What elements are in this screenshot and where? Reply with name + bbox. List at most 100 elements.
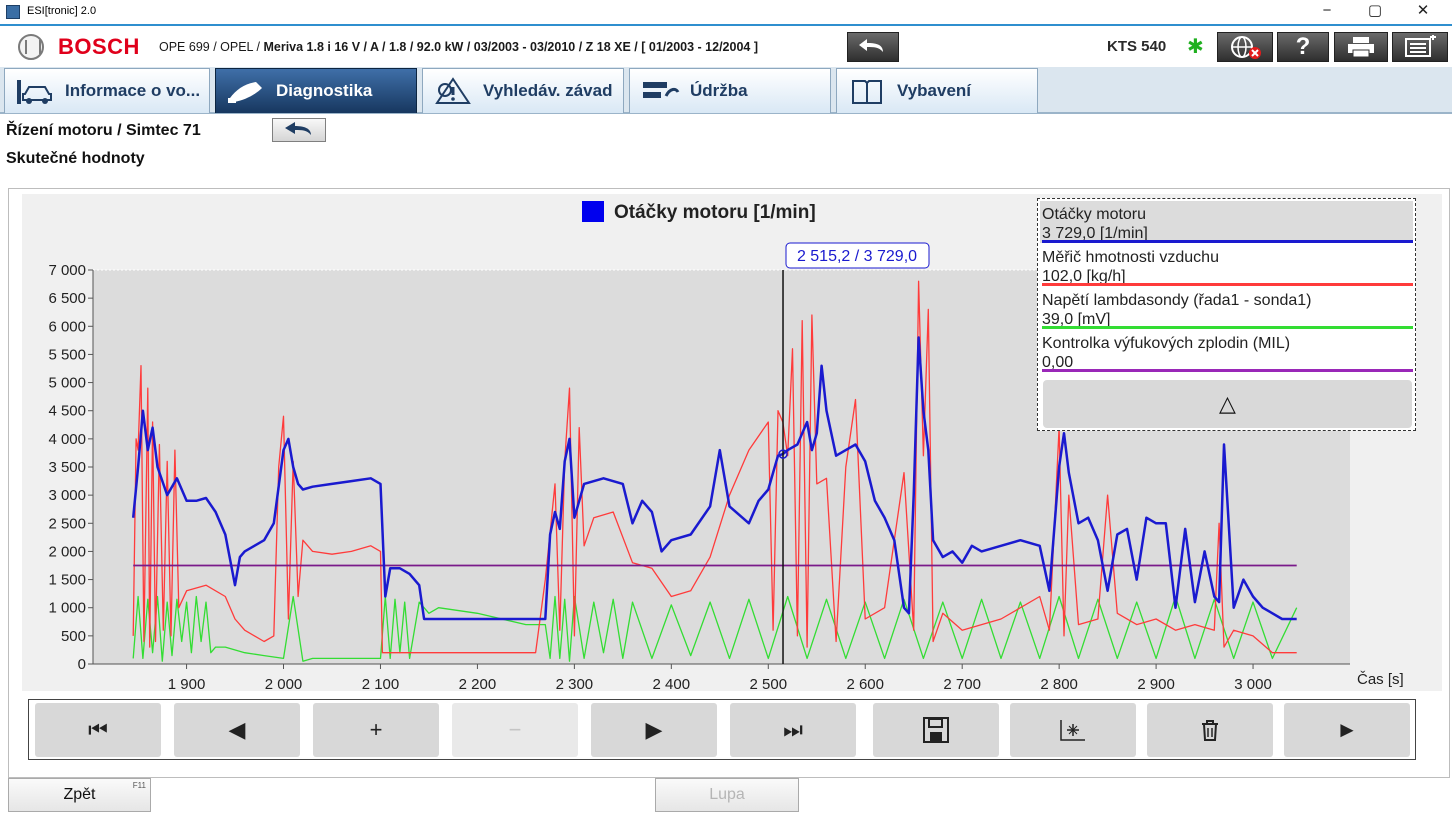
step-back-icon: ◀ (228, 717, 246, 742)
chart-toolbar: ⏮ ◀ + − ▶ ⏭ ► (28, 699, 1416, 760)
help-button[interactable]: ? (1277, 32, 1329, 62)
legend-color-bar (1042, 283, 1413, 286)
shortcut-key-label: F11 (132, 781, 146, 790)
system-breadcrumb: Řízení motoru / Simtec 71 (6, 122, 201, 139)
axis-marker-icon (1060, 720, 1085, 741)
brand-logo-text: BOSCH (58, 34, 140, 59)
series-line-1 (131, 336, 1297, 621)
legend-item-name: Měřič hmotnosti vzduchu (1042, 249, 1219, 266)
legend-collapse-button[interactable]: △ (1043, 380, 1412, 428)
magnifier-button-label: Lupa (709, 786, 745, 803)
last-button[interactable]: ⏭ (730, 703, 856, 757)
cursor-label: 2 515,2 / 3 729,0 (797, 248, 917, 265)
y-tick-label: 4 500 (48, 403, 86, 420)
y-tick-label: 6 500 (48, 290, 86, 307)
next-button[interactable]: ▶ (591, 703, 717, 757)
legend-item-lambda[interactable]: Napětí lambdasondy (řada1 - sonda1) 39,0… (1040, 287, 1413, 329)
triangle-up-icon: △ (1219, 391, 1236, 416)
minimize-button[interactable]: − (1322, 2, 1332, 19)
cursor-label-box (785, 242, 930, 269)
skip-last-icon: ⏭ (783, 717, 803, 742)
vehicle-prefix: OPE 699 / OPEL / (159, 40, 260, 54)
warning-search-icon (435, 77, 471, 104)
help-icon: ? (1295, 33, 1311, 60)
save-button[interactable] (873, 703, 999, 757)
legend-item-mil[interactable]: Kontrolka výfukových zplodin (MIL) 0,00 (1040, 330, 1413, 372)
legend-item-value: 39,0 [mV] (1042, 311, 1111, 328)
prev-button[interactable]: ◀ (174, 703, 300, 757)
tab-maintenance[interactable]: Údržba (629, 68, 831, 113)
legend-color-bar (1042, 240, 1413, 243)
legend-item-air-mass[interactable]: Měřič hmotnosti vzduchu 102,0 [kg/h] (1040, 244, 1413, 286)
play-icon: ► (1336, 717, 1358, 742)
x-tick-label: 2 000 (265, 676, 303, 693)
y-tick-label: 1 500 (48, 572, 86, 589)
tab-equipment[interactable]: Vybavení (836, 68, 1038, 113)
restore-button[interactable]: ▢ (1367, 2, 1383, 19)
play-button[interactable]: ► (1284, 703, 1410, 757)
plus-icon: + (369, 717, 383, 742)
tab-equipment-label: Vybavení (897, 81, 972, 100)
app-header: BOSCH OPE 699 / OPEL / Meriva 1.8 i 16 V… (0, 24, 1452, 67)
globe-disconnected-icon (1231, 36, 1261, 59)
legend-item-value: 0,00 (1042, 354, 1074, 371)
back-button-label: Zpět (63, 786, 96, 803)
y-tick-label: 6 000 (48, 318, 86, 335)
y-tick-label: 0 (78, 656, 86, 673)
bosch-logo-icon (18, 34, 44, 60)
window-titlebar: ESI[tronic] 2.0 − ▢ ✕ (0, 0, 1452, 24)
y-tick-label: 7 000 (48, 262, 86, 279)
measure-button[interactable] (1010, 703, 1136, 757)
zoom-out-button[interactable]: − (452, 703, 578, 757)
breadcrumb-back-button[interactable] (272, 118, 326, 142)
vehicle-back-button[interactable] (847, 32, 899, 62)
diagnostic-plug-icon (228, 82, 262, 103)
book-icon (852, 80, 882, 104)
print-button[interactable] (1334, 32, 1388, 62)
tab-diagnostics[interactable]: Diagnostika (215, 68, 417, 113)
x-tick-label: 2 200 (459, 676, 497, 693)
y-tick-label: 4 000 (48, 431, 86, 448)
legend-item-rpm[interactable]: Otáčky motoru 3 729,0 [1/min] (1040, 201, 1413, 243)
y-tick-label: 2 500 (48, 515, 86, 532)
legend-item-name: Kontrolka výfukových zplodin (MIL) (1042, 335, 1291, 352)
close-button[interactable]: ✕ (1416, 2, 1430, 19)
x-tick-label: 2 500 (750, 676, 788, 693)
series-line-3 (132, 595, 1298, 662)
page-title: Skutečné hodnoty (6, 150, 145, 167)
x-tick-label: 2 100 (362, 676, 400, 693)
title-color-swatch (582, 201, 604, 222)
cursor-point (778, 449, 788, 459)
floppy-disk-icon (923, 717, 949, 743)
device-label: KTS 540 (1107, 38, 1167, 55)
zoom-in-button[interactable]: + (313, 703, 439, 757)
legend-color-bar (1042, 326, 1413, 329)
app-icon (6, 5, 20, 19)
window-title: ESI[tronic] 2.0 (27, 5, 97, 17)
minus-icon: − (508, 717, 522, 742)
car-lift-icon (17, 80, 52, 104)
tab-troubleshooting[interactable]: Vyhledáv. závad (422, 68, 624, 113)
bluetooth-icon: ✱ (1187, 36, 1204, 58)
legend-item-value: 3 729,0 [1/min] (1042, 225, 1148, 242)
first-button[interactable]: ⏮ (35, 703, 161, 757)
back-button[interactable]: Zpět F11 (8, 778, 151, 812)
x-tick-label: 2 800 (1040, 676, 1078, 693)
online-button[interactable] (1217, 32, 1273, 62)
delete-button[interactable] (1147, 703, 1273, 757)
menu-button[interactable] (1392, 32, 1448, 62)
chart-legend: Otáčky motoru 3 729,0 [1/min] Měřič hmot… (1037, 198, 1416, 431)
magnifier-button[interactable]: Lupa (655, 778, 799, 812)
legend-item-name: Napětí lambdasondy (řada1 - sonda1) (1042, 292, 1312, 309)
tab-vehicle-info[interactable]: Informace o vo... (4, 68, 210, 113)
tab-diagnostics-label: Diagnostika (276, 81, 373, 100)
x-tick-label: 2 900 (1137, 676, 1175, 693)
y-tick-label: 3 500 (48, 459, 86, 476)
vehicle-details: Meriva 1.8 i 16 V / A / 1.8 / 92.0 kW / … (263, 40, 758, 54)
list-menu-icon (1405, 34, 1436, 57)
return-arrow-icon (859, 39, 883, 52)
chart-title: Otáčky motoru [1/min] (614, 202, 816, 223)
tab-troubleshooting-label: Vyhledáv. závad (483, 81, 613, 100)
y-tick-label: 3 000 (48, 487, 86, 504)
